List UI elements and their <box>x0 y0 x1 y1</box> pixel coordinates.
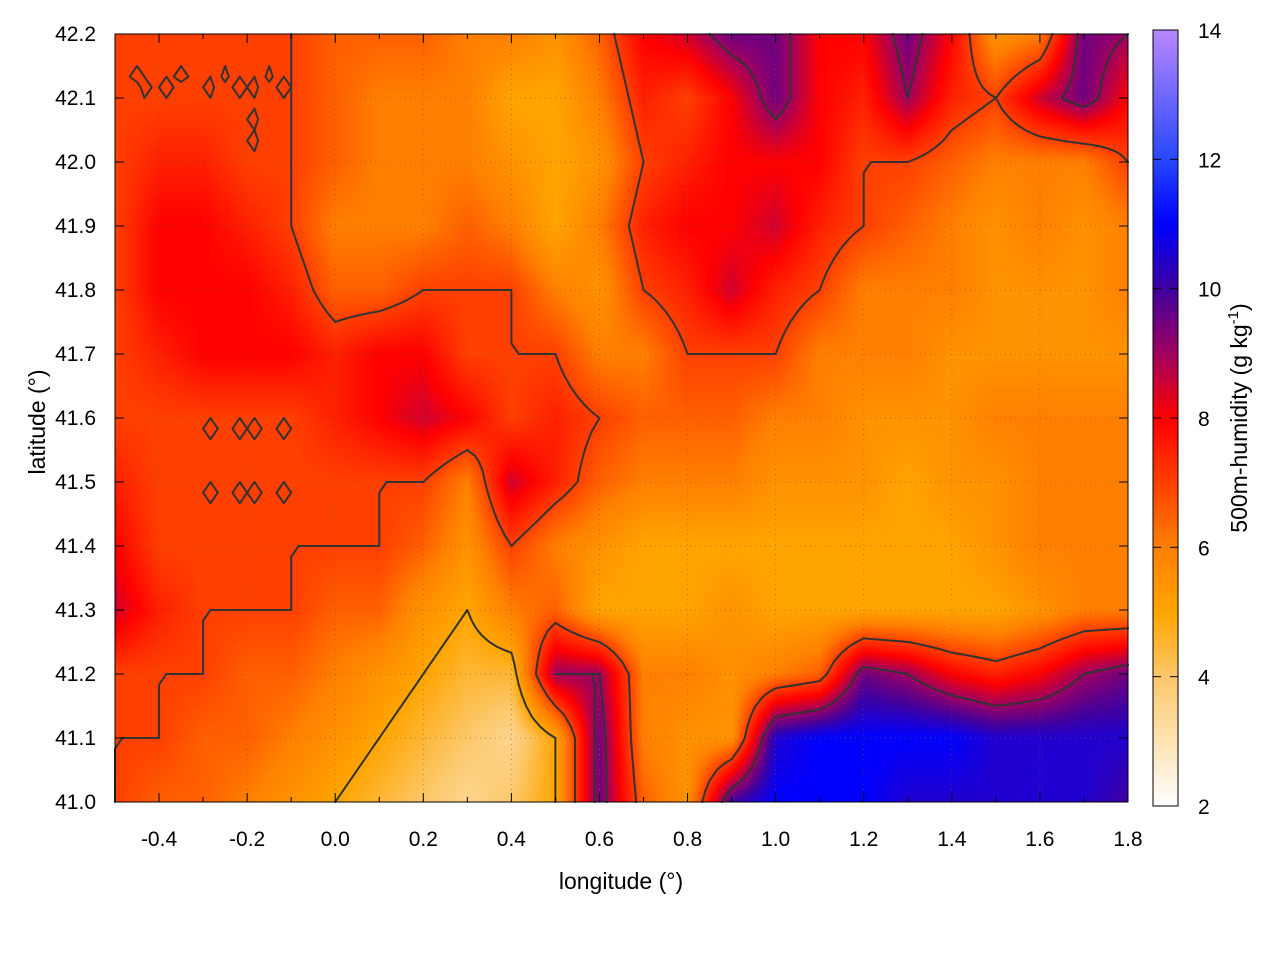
contour-lines <box>114 33 1129 803</box>
y-tick-label: 41.9 <box>55 215 96 238</box>
y-tick-label: 41.7 <box>55 343 96 366</box>
colorbar-label-main: 500m-humidity (g kg <box>1226 324 1252 532</box>
x-tick-label: 0.0 <box>321 828 350 851</box>
x-tick-label: 0.4 <box>497 828 527 851</box>
y-tick-label: 41.6 <box>55 407 96 430</box>
y-tick-label: 41.3 <box>55 599 96 622</box>
plot-frame <box>114 33 1129 803</box>
grid-lines <box>115 33 1129 803</box>
x-axis-label: longitude (°) <box>559 868 683 894</box>
colorbar-tick-label: 2 <box>1198 796 1210 819</box>
x-tick-label: 1.6 <box>1025 828 1054 851</box>
y-tick-label: 42.1 <box>55 87 96 110</box>
contour-line-7 <box>114 33 1129 803</box>
colorbar-tick-label: 4 <box>1198 667 1210 690</box>
colorbar-tick-label: 10 <box>1198 279 1221 302</box>
x-tick-label: 1.4 <box>937 828 967 851</box>
y-tick-label: 41.0 <box>55 791 96 814</box>
y-tick-label: 41.2 <box>55 663 96 686</box>
colorbar-label-sup: -1 <box>1225 311 1242 324</box>
x-tick-label: 0.6 <box>585 828 614 851</box>
tick-marks <box>114 29 1178 807</box>
x-tick-label: 1.2 <box>849 828 878 851</box>
y-tick-label: 42.0 <box>55 151 96 174</box>
colorbar-tick-label: 12 <box>1198 149 1221 172</box>
colorbar-tick-label: 8 <box>1198 408 1210 431</box>
x-tick-label: 0.2 <box>409 828 438 851</box>
colorbar-tick-label: 14 <box>1198 20 1222 43</box>
y-tick-label: 41.1 <box>55 727 96 750</box>
x-tick-label: -0.2 <box>229 828 265 851</box>
y-axis-label: latitude (°) <box>24 369 50 474</box>
colorbar-label: 500m-humidity (g kg-1) <box>1225 303 1252 532</box>
y-tick-label: 41.5 <box>55 471 96 494</box>
colorbar-label-tail: ) <box>1226 303 1252 311</box>
y-tick-label: 41.4 <box>55 535 96 558</box>
x-tick-label: -0.4 <box>141 828 178 851</box>
colorbar-tick-label: 6 <box>1198 537 1210 560</box>
y-tick-label: 41.8 <box>55 279 96 302</box>
contour-line-5 <box>334 609 557 803</box>
x-tick-label: 0.8 <box>673 828 702 851</box>
x-tick-label: 1.0 <box>761 828 790 851</box>
y-tick-label: 42.2 <box>55 23 96 46</box>
x-tick-label: 1.8 <box>1113 828 1142 851</box>
